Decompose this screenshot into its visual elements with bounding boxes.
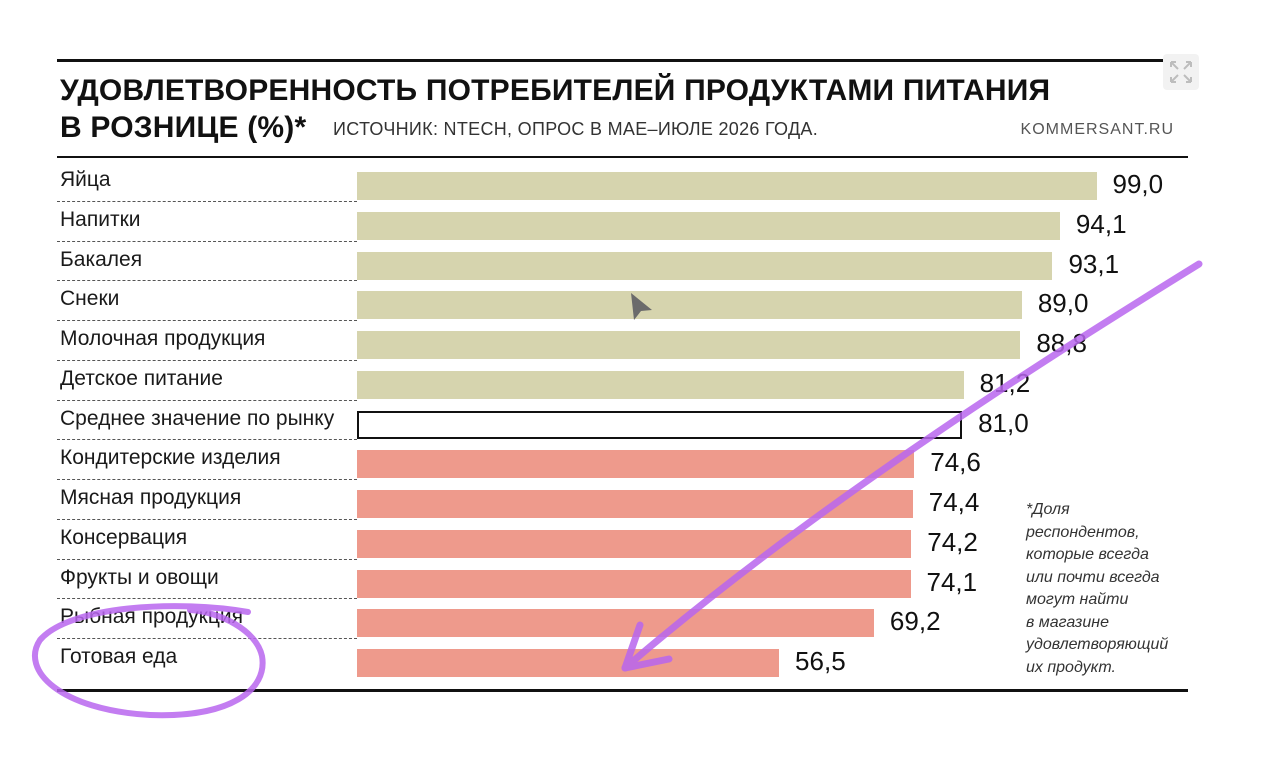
bar <box>357 211 1060 240</box>
data-label: 94,1 <box>1075 208 1127 239</box>
row-separator <box>57 479 357 480</box>
data-label: 74,4 <box>928 487 980 517</box>
chart-title-line-1: УДОВЛЕТВОРЕННОСТЬ ПОТРЕБИТЕЛЕЙ ПРОДУКТАМ… <box>60 74 1051 107</box>
category-label: Кондитерские изделия <box>60 446 281 470</box>
bar <box>357 370 964 399</box>
data-label: 81,0 <box>978 407 1029 438</box>
bottom-rule <box>57 689 1188 692</box>
bar <box>357 649 780 677</box>
row-separator <box>57 359 357 361</box>
data-label: 89,0 <box>1037 288 1089 319</box>
category-label: Среднее значение по рынку <box>60 406 335 430</box>
footnote: *Доля респондентов, которые всегда или п… <box>1026 501 1169 676</box>
row-separator <box>57 320 357 321</box>
category-label: Детское питание <box>60 366 223 390</box>
category-label: Бакалея <box>60 247 143 271</box>
bar <box>357 529 912 558</box>
data-label: 74,6 <box>930 447 981 478</box>
row-separator <box>57 399 357 401</box>
category-label: Молочная продукция <box>60 327 266 350</box>
category-label: Мясная продукция <box>60 486 242 509</box>
header-rule <box>57 156 1188 158</box>
data-label: 74,1 <box>926 566 978 597</box>
data-label: 99,0 <box>1112 169 1164 199</box>
category-label: Снеки <box>60 287 120 311</box>
chart-title-line-2: В РОЗНИЦЕ (%)* <box>60 111 307 144</box>
category-label: Яйца <box>60 168 111 191</box>
bar <box>357 172 1097 200</box>
row-separator <box>57 638 357 639</box>
row-separator <box>57 280 357 282</box>
row-separator <box>57 240 357 242</box>
row-separator <box>57 558 357 560</box>
bar <box>357 450 915 479</box>
expand-icon[interactable] <box>1163 54 1199 90</box>
bar <box>357 569 911 598</box>
data-label: 69,2 <box>889 606 941 637</box>
bar <box>357 331 1021 359</box>
data-label: 74,2 <box>927 526 978 557</box>
data-label: 81,2 <box>979 367 1031 398</box>
bar-average <box>357 410 963 439</box>
row-separator <box>57 518 357 520</box>
bar <box>357 609 874 638</box>
bar <box>357 251 1053 280</box>
data-label: 88,8 <box>1036 328 1087 358</box>
row-separator <box>57 200 357 202</box>
top-rule <box>57 59 1188 62</box>
row-separator <box>57 439 357 441</box>
category-label: Рыбная продукция <box>60 605 243 629</box>
category-label: Консервация <box>60 525 188 549</box>
category-label: Готовая еда <box>60 645 178 668</box>
category-label: Фрукты и овощи <box>60 565 219 589</box>
site-credit: KOMMERSANT.RU <box>1020 121 1174 138</box>
data-label: 93,1 <box>1068 248 1120 279</box>
bar <box>357 291 1022 320</box>
bar <box>357 490 913 518</box>
row-separator <box>57 598 357 600</box>
category-label: Напитки <box>60 207 141 231</box>
chart-source: ИСТОЧНИК: NTECH, ОПРОС В МАЕ–ИЮЛЕ 2026 Г… <box>333 119 819 139</box>
data-label: 56,5 <box>795 646 846 676</box>
